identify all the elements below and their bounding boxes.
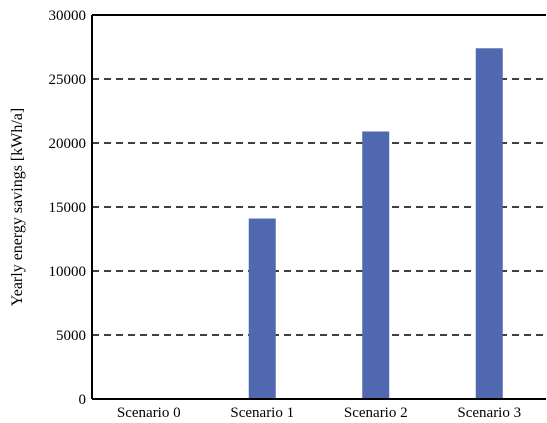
y-tick-label: 30000 xyxy=(49,8,87,24)
y-tick-label: 15000 xyxy=(49,200,87,216)
gridlines xyxy=(92,78,546,336)
x-tick-label: Scenario 3 xyxy=(457,405,521,421)
y-axis-title: Yearly energy savings [kWh/a] xyxy=(9,108,26,306)
x-tick-label: Scenario 0 xyxy=(117,405,181,421)
bar-scenario-3 xyxy=(475,48,503,399)
y-tick-labels: 0 5000 10000 15000 20000 25000 30000 xyxy=(49,8,87,408)
y-tick-label: 0 xyxy=(79,392,87,408)
y-tick-label: 25000 xyxy=(49,72,87,88)
x-tick-label: Scenario 2 xyxy=(344,405,408,421)
bar-scenario-2 xyxy=(362,131,390,400)
axes xyxy=(91,14,546,400)
bars xyxy=(248,48,503,400)
bar-scenario-1 xyxy=(248,218,276,399)
y-tick-label: 5000 xyxy=(56,328,86,344)
x-tick-labels: Scenario 0 Scenario 1 Scenario 2 Scenario 3 xyxy=(117,405,521,421)
y-tick-label: 10000 xyxy=(49,264,87,280)
x-tick-label: Scenario 1 xyxy=(230,405,294,421)
y-tick-label: 20000 xyxy=(49,136,87,152)
